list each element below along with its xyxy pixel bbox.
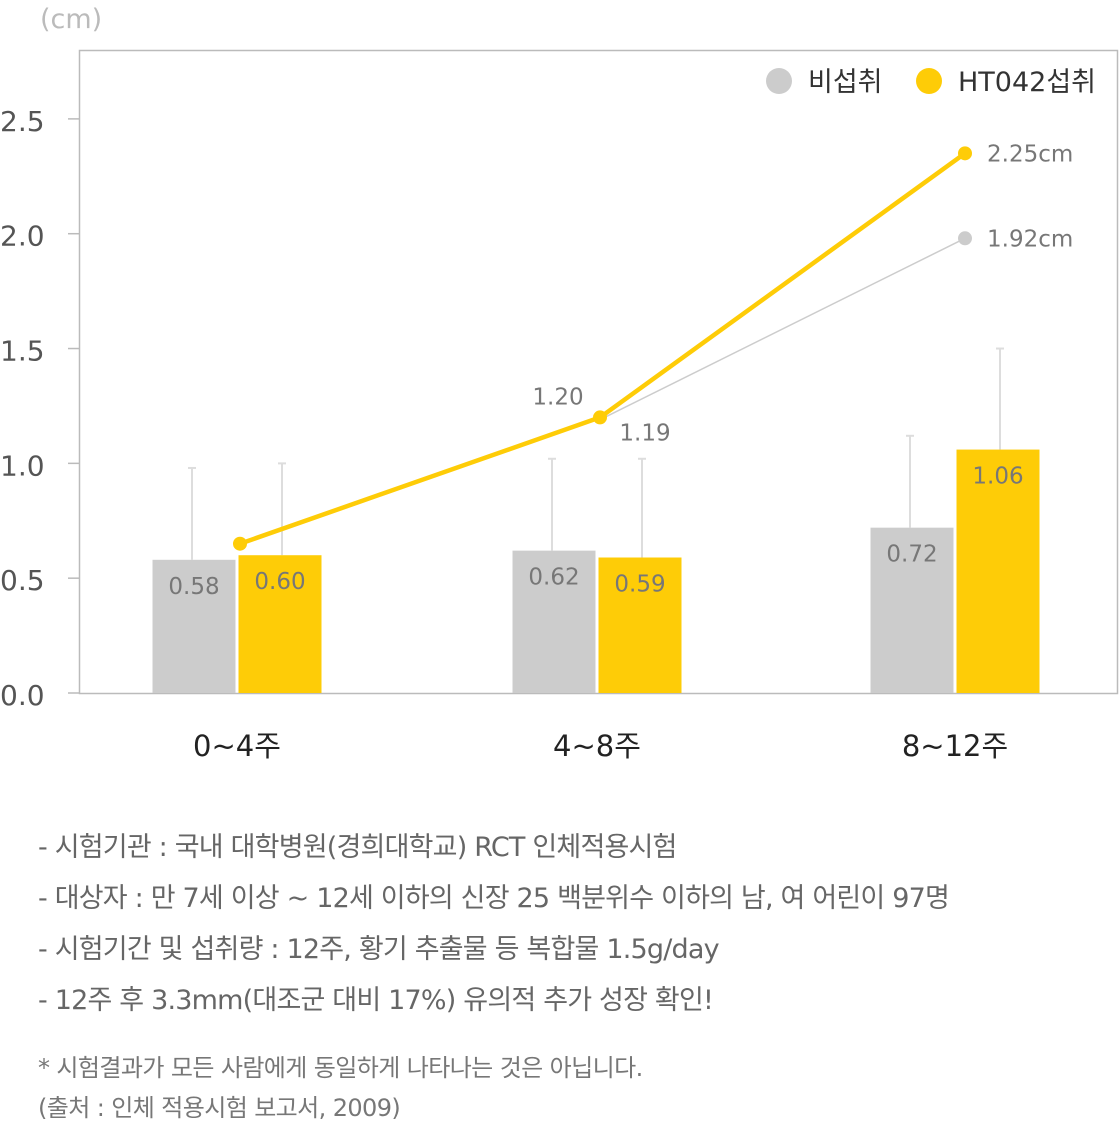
study-notes: - 시험기관 : 국내 대학병원(경희대학교) RCT 인체적용시험 - 대상자… [38, 822, 1113, 1026]
bar [870, 527, 954, 693]
bar [956, 449, 1040, 693]
cumulative-lines: 1.20 1.19 2.25cm 1.92cm [233, 141, 1073, 551]
x-tick-label: 0~4주 [193, 729, 281, 763]
x-axis-labels: 0~4주 4~8주 8~12주 [193, 729, 1008, 763]
note-duration: - 시험기간 및 섭취량 : 12주, 황기 추출물 등 복합물 1.5g/da… [38, 934, 720, 965]
y-tick-label: 0.5 [0, 564, 45, 597]
disclaimer: * 시험결과가 모든 사람에게 동일하게 나타나는 것은 아닙니다. [38, 1054, 643, 1082]
bar-value-label: 0.60 [254, 569, 305, 595]
bar [238, 555, 322, 693]
legend-label-ht042: HT042섭취 [958, 67, 1096, 98]
growth-chart: (cm) 0.0 0.5 1.0 1.5 2.0 2.5 0~4주 4~8주 8~12주 0.… [0, 4, 1119, 763]
ht042-point [958, 146, 972, 161]
legend-label-control: 비섭취 [808, 67, 883, 98]
control-point [958, 231, 972, 246]
y-tick-label: 2.5 [0, 105, 45, 138]
source-citation: (출처 : 인체 적용시험 보고서, 2009) [38, 1094, 401, 1122]
ht042-point [593, 410, 607, 425]
bar-value-label: 1.06 [972, 464, 1023, 490]
y-tick-label: 0.0 [0, 679, 45, 712]
bar [512, 550, 596, 693]
line-end-label: 2.25cm [987, 141, 1073, 167]
x-tick-label: 8~12주 [902, 729, 1008, 763]
ht042-point [233, 536, 247, 551]
y-unit-label: (cm) [40, 4, 102, 35]
note-result: - 12주 후 3.3mm(대조군 대비 17%) 유의적 추가 성장 확인! [38, 985, 714, 1016]
bar [598, 557, 682, 693]
line-label: 1.19 [619, 420, 670, 446]
x-tick-label: 4~8주 [553, 729, 641, 763]
plot-frame [78, 49, 1119, 695]
note-subjects: - 대상자 : 만 7세 이상 ~ 12세 이하의 신장 25 백분위수 이하의… [38, 883, 950, 914]
ht042-cumulative-line [239, 151, 967, 546]
bar-marks: 0.58 0.60 0.62 0.59 0.72 1.06 [152, 347, 1040, 693]
bar-value-label: 0.58 [168, 574, 219, 600]
bar-value-label: 0.72 [886, 542, 937, 568]
line-end-label: 1.92cm [987, 226, 1073, 252]
y-tick-label: 1.0 [0, 449, 45, 482]
line-label: 1.20 [532, 384, 583, 410]
bar [152, 559, 236, 693]
y-axis-ticks: 0.0 0.5 1.0 1.5 2.0 2.5 [0, 105, 79, 712]
y-tick-label: 1.5 [0, 335, 45, 368]
footnotes: * 시험결과가 모든 사람에게 동일하게 나타나는 것은 아닙니다. (출처 :… [38, 1048, 643, 1128]
legend: 비섭취 HT042섭취 [766, 67, 1096, 98]
note-institution: - 시험기관 : 국내 대학병원(경희대학교) RCT 인체적용시험 [38, 832, 677, 863]
control-cumulative-line [599, 237, 966, 421]
legend-swatch-ht042 [916, 68, 942, 94]
y-tick-label: 2.0 [0, 220, 45, 253]
legend-swatch-control [766, 68, 792, 94]
bar-value-label: 0.59 [614, 572, 665, 598]
bar-value-label: 0.62 [528, 565, 579, 591]
